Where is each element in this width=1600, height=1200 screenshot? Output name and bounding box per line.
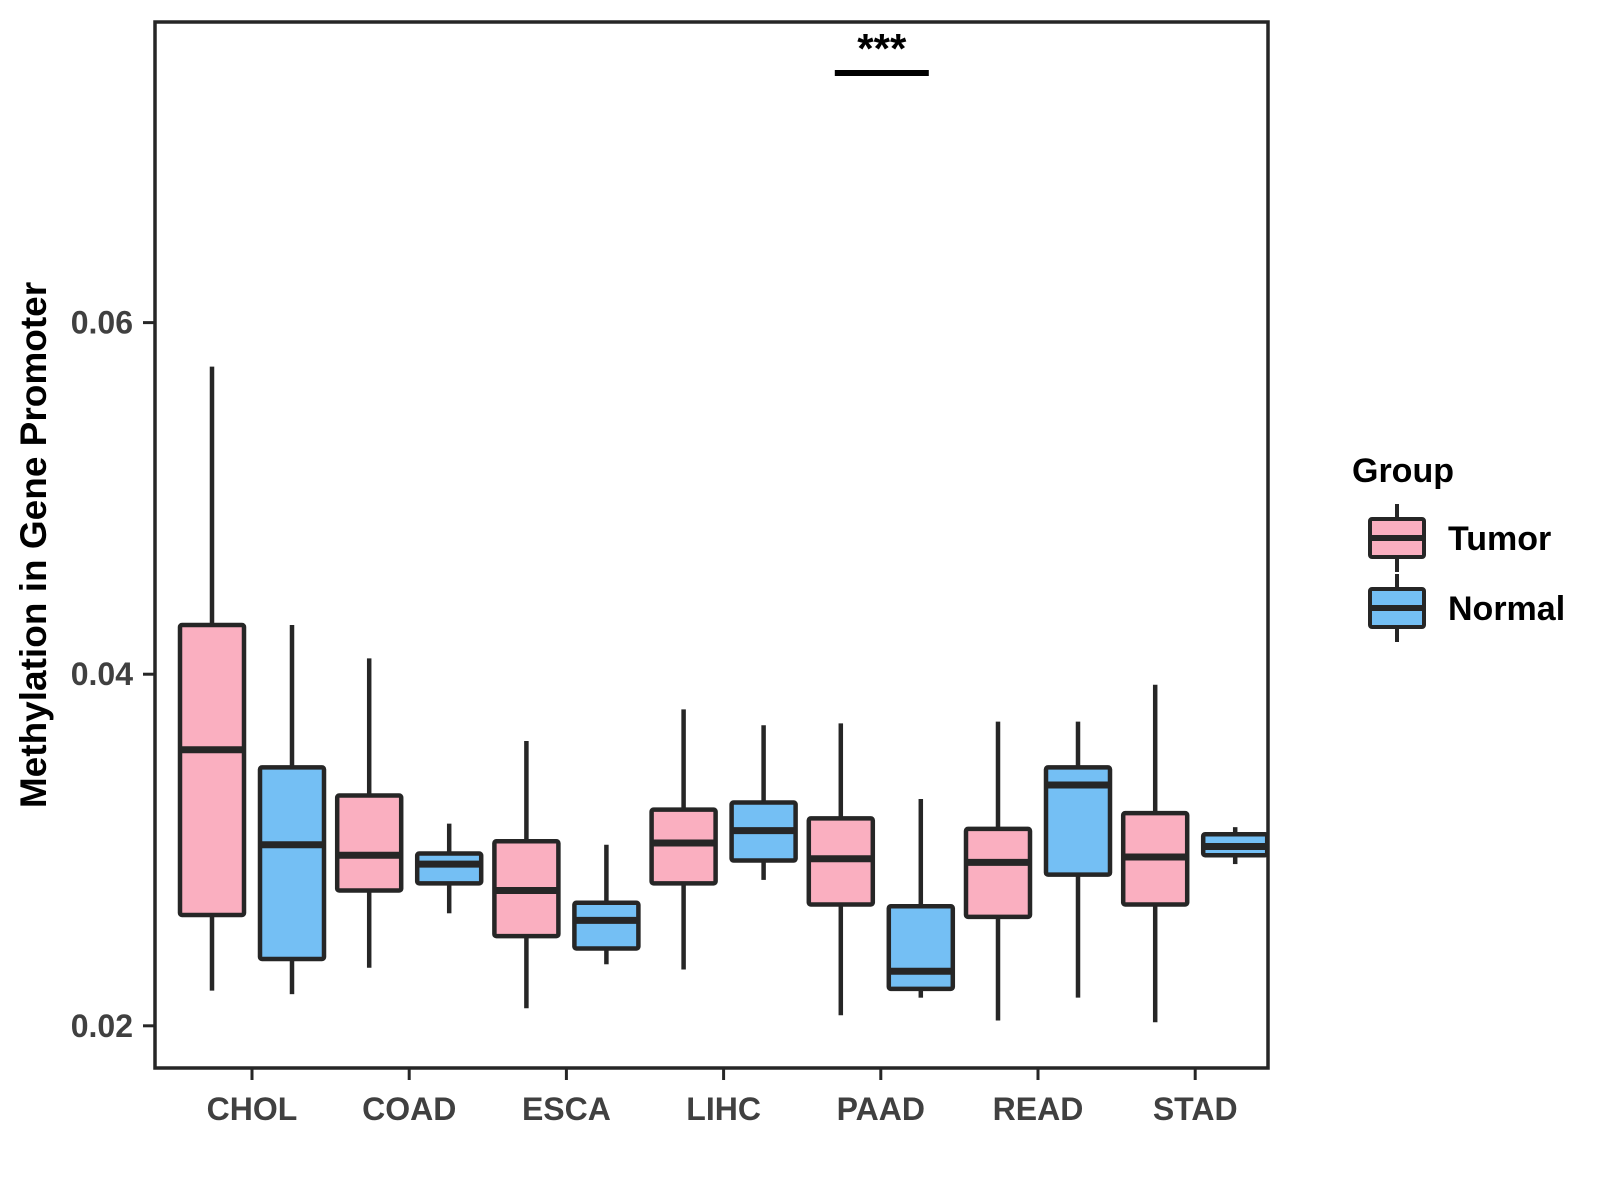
box-PAAD-Normal [886, 904, 956, 992]
x-tick-label: PAAD [837, 1091, 925, 1127]
box-LIHC-Tumor [649, 807, 718, 886]
box-CHOL-Normal [257, 765, 327, 962]
panel-border [153, 20, 1270, 1070]
x-tick-label: STAD [1153, 1091, 1238, 1127]
y-axis-title: Methylation in Gene Promoter [13, 282, 54, 808]
x-tick-label: COAD [362, 1091, 456, 1127]
box-COAD-Tumor [334, 793, 404, 893]
box-READ-Tumor [963, 826, 1033, 920]
significance-stars: *** [857, 25, 907, 72]
box-COAD-Normal [414, 851, 484, 886]
box-READ-Normal [1043, 765, 1113, 877]
x-tick-label: LIHC [686, 1091, 761, 1127]
y-tick-label: 0.02 [71, 1008, 133, 1044]
box-CHOL-Tumor [177, 622, 247, 918]
legend-title: Group [1352, 452, 1454, 490]
box-ESCA-Normal [572, 900, 641, 951]
y-tick-label: 0.04 [71, 656, 133, 692]
legend-label-tumor: Tumor [1448, 520, 1551, 558]
x-tick-label: CHOL [207, 1091, 298, 1127]
x-tick-label: ESCA [522, 1091, 611, 1127]
x-tick-label: READ [993, 1091, 1084, 1127]
legend-label-normal: Normal [1448, 590, 1565, 628]
y-tick-label: 0.06 [71, 305, 133, 341]
